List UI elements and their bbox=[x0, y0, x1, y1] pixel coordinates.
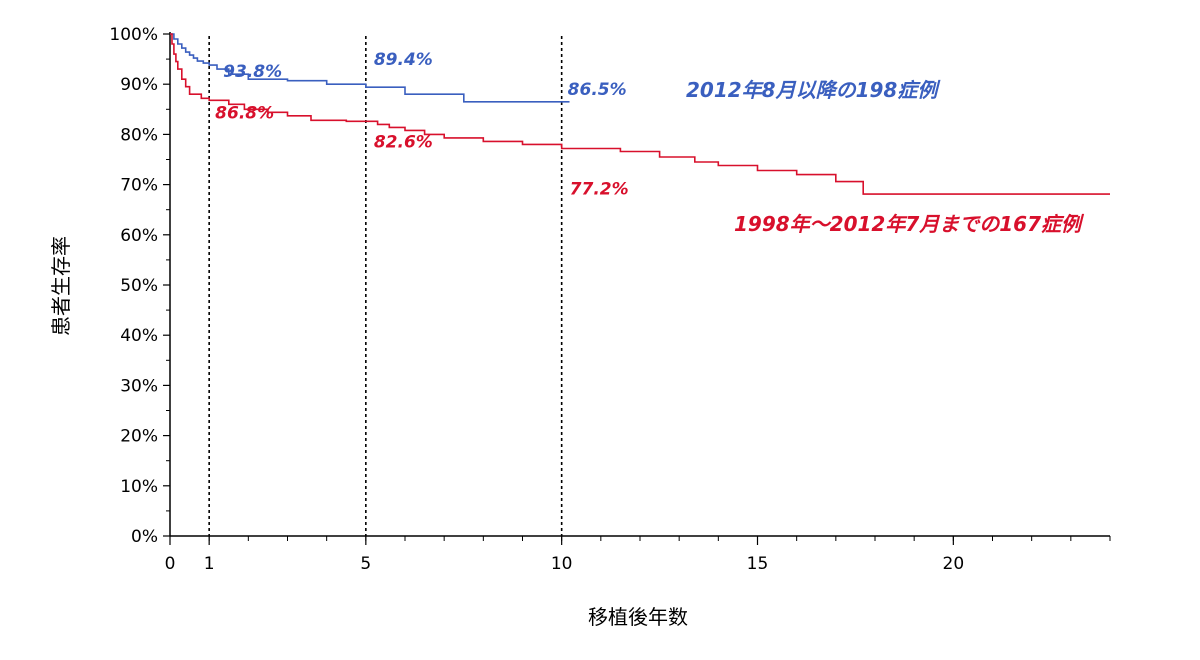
reference-lines bbox=[208, 36, 563, 536]
x-tick-label: 5 bbox=[360, 554, 371, 574]
axes: 0%10%20%30%40%50%60%70%80%90%100%0 1 5 10 15… bbox=[109, 25, 1111, 574]
series-label-2: 1998年〜2012年7月までの167症例 bbox=[734, 212, 1085, 236]
value-annotation: 77.2% bbox=[570, 179, 629, 199]
y-tick-label: 10% bbox=[120, 477, 158, 497]
y-tick-label: 90% bbox=[120, 75, 158, 95]
y-tick-label: 80% bbox=[120, 125, 158, 145]
value-annotation: 86.8% bbox=[215, 103, 274, 123]
series-lines bbox=[170, 33, 1110, 195]
y-tick-label: 50% bbox=[120, 276, 158, 296]
value-annotation: 86.5% bbox=[568, 80, 627, 100]
y-tick-label: 0% bbox=[131, 527, 158, 547]
y-tick-label: 60% bbox=[120, 226, 158, 246]
y-tick-label: 40% bbox=[120, 326, 158, 346]
series-line-2 bbox=[170, 33, 1110, 195]
y-axis-title: 患者生存率 bbox=[49, 236, 73, 336]
x-axis-title: 移植後年数 bbox=[588, 605, 688, 629]
x-tick-label: 20 bbox=[943, 554, 965, 574]
value-annotation: 82.6% bbox=[374, 132, 433, 152]
value-annotation: 89.4% bbox=[374, 50, 433, 70]
series-label-1: 2012年8月以降の198症例 bbox=[686, 78, 941, 102]
annotations: 93.8% 89.4% 86.5% 86.8% 82.6% 77.2% 2012年8月以降の… bbox=[215, 50, 1085, 236]
x-tick-label: 1 bbox=[204, 554, 215, 574]
y-tick-label: 70% bbox=[120, 176, 158, 196]
series-line-1 bbox=[170, 33, 570, 103]
x-tick-label: 10 bbox=[551, 554, 573, 574]
value-annotation: 93.8% bbox=[223, 62, 282, 82]
x-tick-label: 0 bbox=[165, 554, 176, 574]
y-tick-label: 20% bbox=[120, 427, 158, 447]
x-tick-label: 15 bbox=[747, 554, 769, 574]
y-tick-label: 30% bbox=[120, 376, 158, 396]
y-tick-label: 100% bbox=[109, 25, 158, 45]
